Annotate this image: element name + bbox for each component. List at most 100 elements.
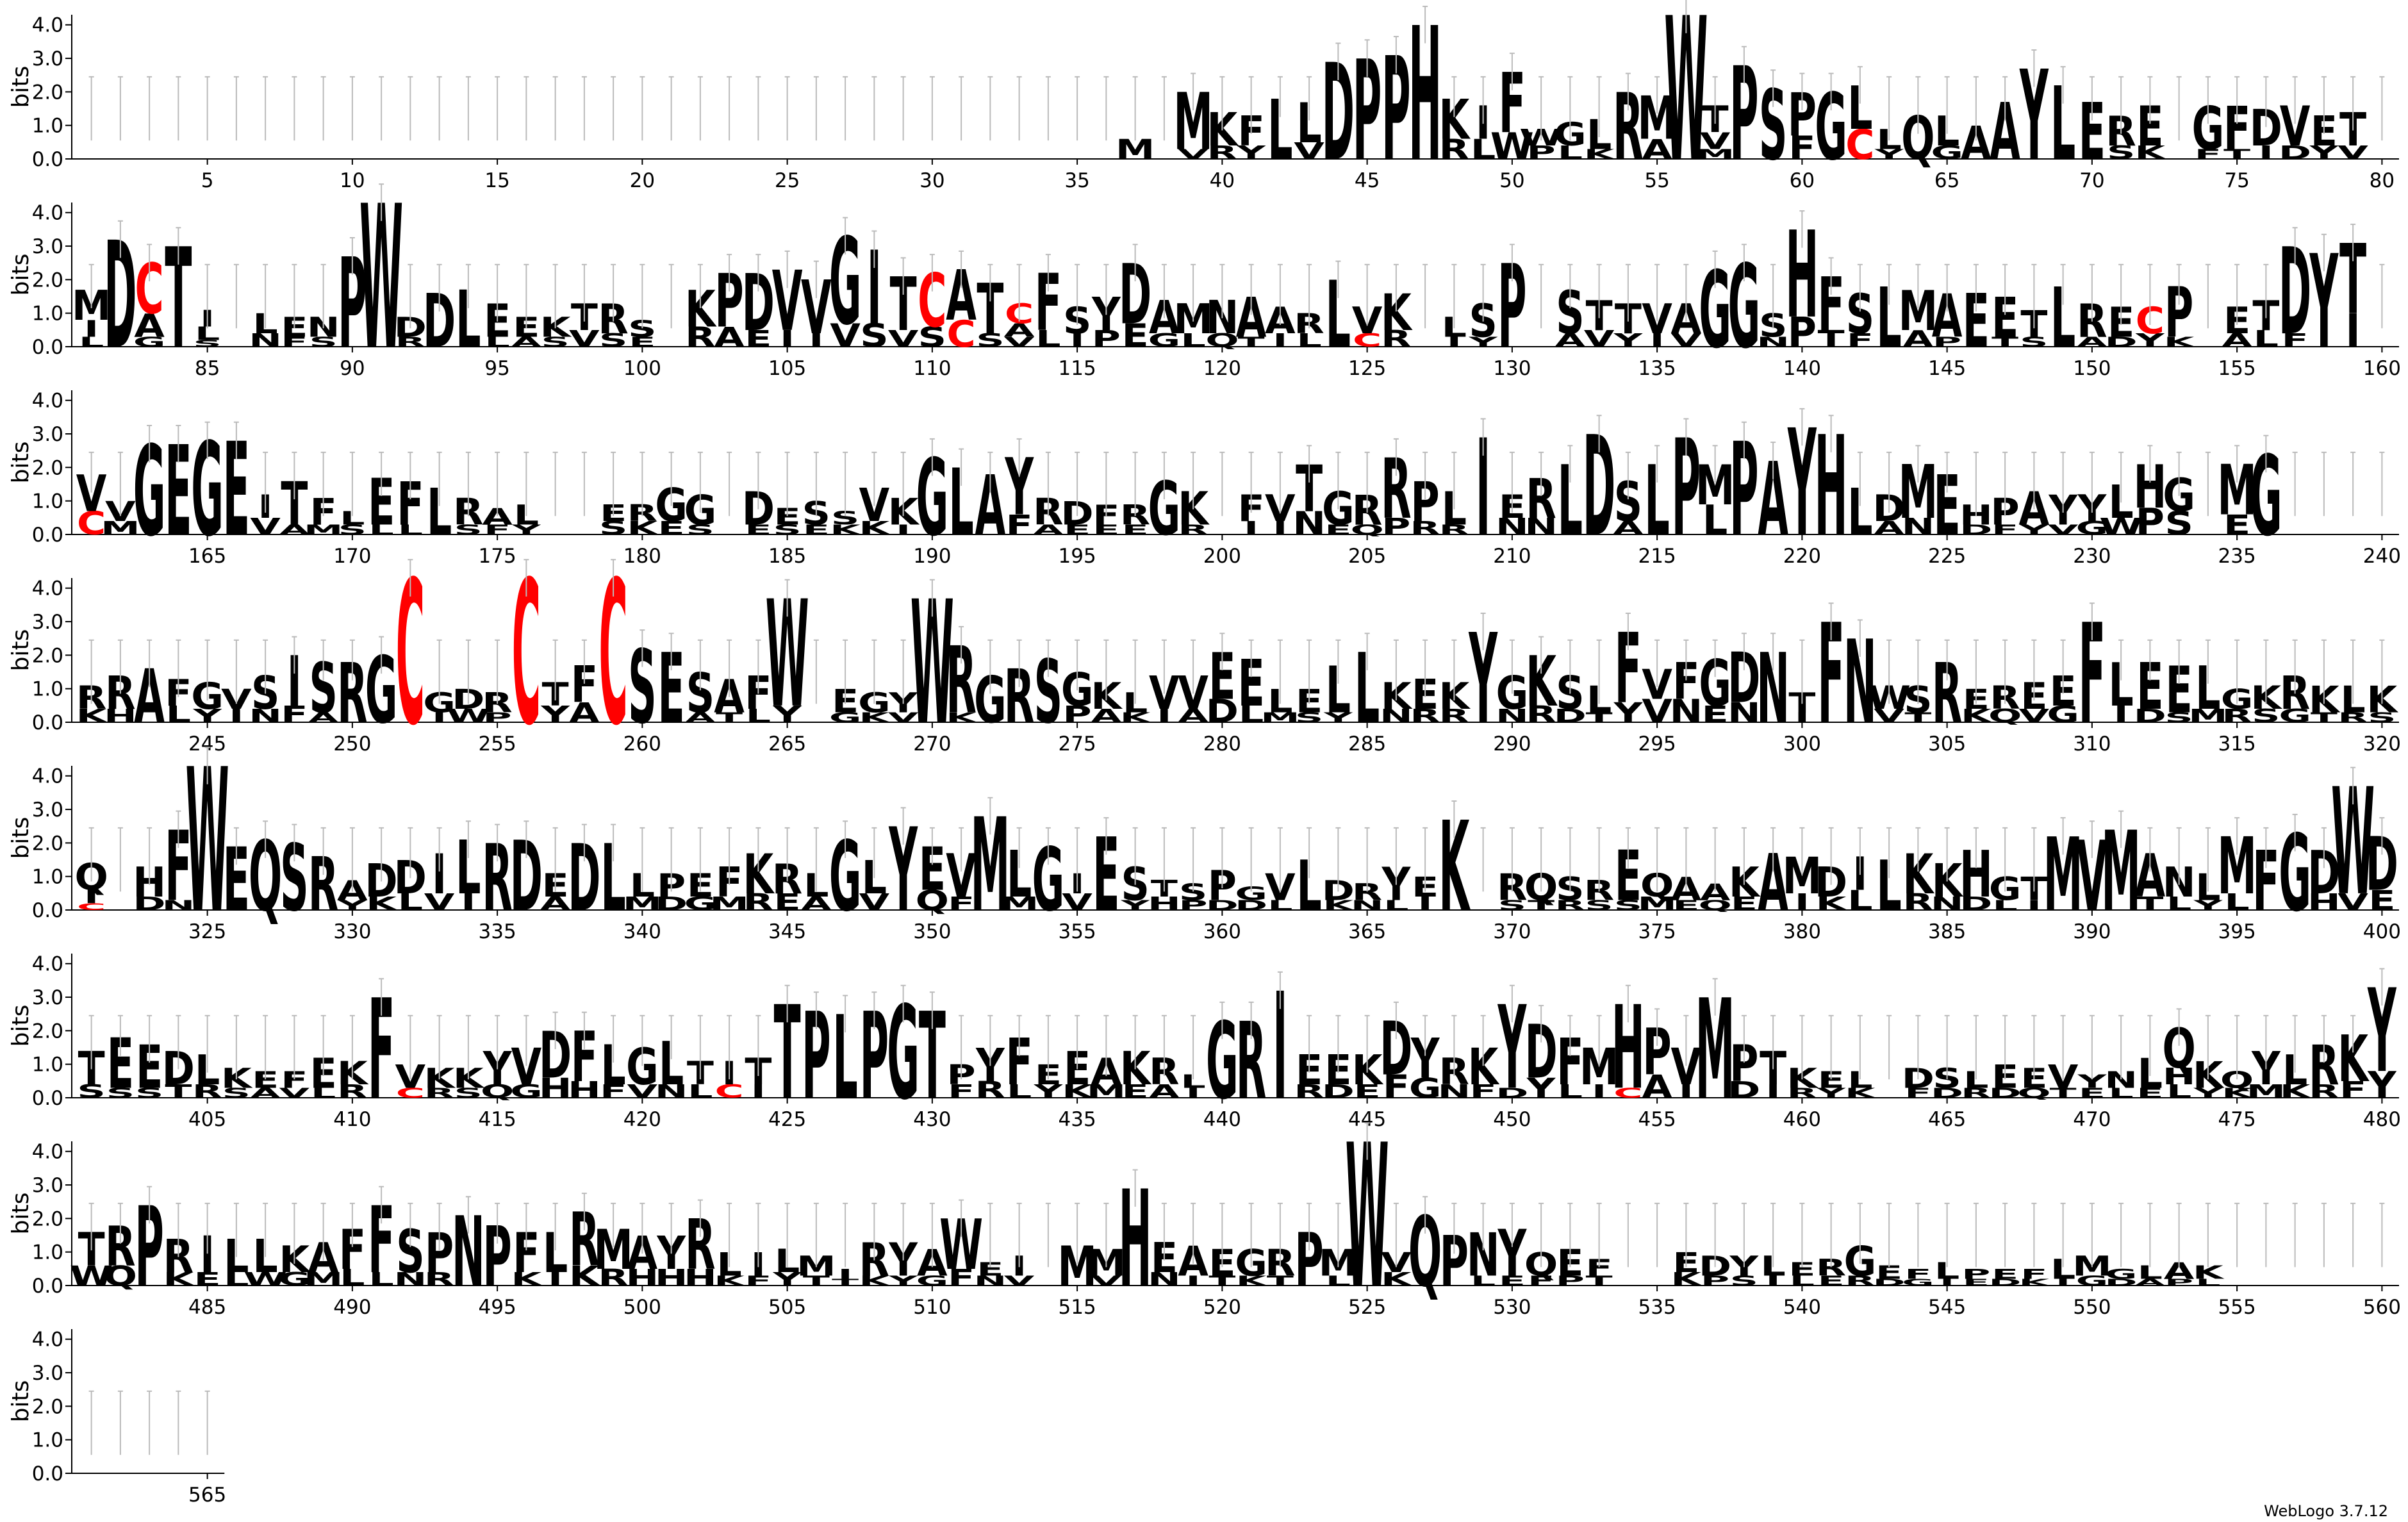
residue-letter: M (1695, 146, 1735, 162)
residue-letter: A (1613, 518, 1644, 539)
residue-letter: R (975, 1077, 1005, 1104)
residue-letter: Y (1468, 334, 1498, 350)
residue-letter: R (685, 321, 715, 353)
x-tick-label: 130 (1493, 357, 1531, 380)
residue-letter: S (454, 522, 482, 538)
residue-letter: V (2338, 889, 2368, 916)
residue-letter: L (1847, 884, 1872, 916)
y-tick-label: 3.0 (32, 423, 63, 446)
x-tick-label: 440 (1203, 1108, 1241, 1131)
x-tick-label: 230 (2073, 545, 2111, 568)
y-tick-label: 2.0 (32, 1395, 63, 1418)
residue-letter: I (84, 886, 99, 907)
residue-letter: H (568, 1077, 601, 1104)
y-tick-label: 4.0 (32, 1328, 63, 1352)
residue-letter: K (221, 1063, 253, 1095)
x-tick-label: 185 (768, 545, 806, 568)
x-tick-label: 555 (2218, 1296, 2256, 1319)
y-tick-label: 1.0 (32, 1241, 63, 1264)
residue-letter: P (1179, 897, 1208, 913)
residue-letter: L (746, 706, 771, 727)
residue-letter: S (599, 330, 627, 351)
residue-letter: Y (1613, 697, 1642, 729)
residue-letter: L (369, 522, 394, 538)
residue-letter: N (162, 897, 195, 913)
residue-letter: I (461, 889, 475, 916)
residue-letter: V (1874, 706, 1904, 727)
residue-letter: Y (1033, 1081, 1063, 1102)
y-tick-label: 4.0 (32, 953, 63, 976)
residue-letter: S (2107, 142, 2135, 163)
residue-letter: K (859, 518, 891, 539)
residue-letter: M (709, 893, 748, 914)
residue-letter: T (716, 709, 743, 725)
residue-letter: S (541, 334, 569, 350)
residue-letter: L (2224, 889, 2249, 916)
residue-letter: S (2368, 709, 2396, 725)
residue-letter: P (1092, 326, 1121, 352)
residue-letter: K (1062, 1081, 1094, 1102)
residue-letter: I (751, 1081, 766, 1102)
residue-letter: W (447, 706, 490, 727)
x-tick-label: 400 (2363, 920, 2401, 943)
residue-letter: Y (2135, 330, 2165, 351)
residue-letter: H (1148, 893, 1181, 914)
residue-letter: N (1524, 513, 1558, 540)
residue-letter: Y (1874, 146, 1904, 162)
residue-letter: P (1961, 1266, 1990, 1282)
residue-letter: M (101, 518, 140, 539)
x-tick-label: 220 (1783, 545, 1821, 568)
residue-letter: I (1070, 330, 1085, 351)
residue-letter: T (1992, 334, 2019, 350)
residue-letter: D (2279, 142, 2311, 163)
x-tick-label: 465 (1928, 1108, 1966, 1131)
residue-letter: L (1007, 1081, 1032, 1102)
residue-letter: S (338, 522, 367, 538)
residue-letter: T (2136, 893, 2163, 914)
residue-letter: K (859, 709, 892, 725)
residue-letter: E (1093, 522, 1119, 538)
residue-letter: A (1642, 133, 1672, 165)
residue-letter: K (2251, 680, 2283, 717)
x-tick-label: 365 (1348, 920, 1386, 943)
residue-letter: G (1931, 142, 1963, 163)
residue-letter: R (1439, 522, 1469, 538)
residue-letter: I (1273, 518, 1287, 539)
x-tick-label: 335 (479, 920, 516, 943)
x-tick-label: 515 (1059, 1296, 1096, 1319)
residue-letter: V (888, 326, 919, 352)
y-tick-label: 1.0 (32, 678, 63, 701)
residue-letter: K (2338, 1022, 2370, 1096)
residue-letter: K (1439, 795, 1471, 939)
residue-letter: E (2223, 509, 2250, 541)
residue-letter: S (309, 334, 337, 350)
residue-letter: C (1845, 120, 1874, 169)
residue-letter: K (1729, 858, 1761, 907)
residue-letter: L (1239, 701, 1264, 728)
y-tick-label: 3.0 (32, 1362, 63, 1385)
residue-letter: V (1062, 889, 1093, 916)
x-tick-label: 385 (1928, 920, 1966, 943)
residue-letter: E (745, 326, 771, 352)
residue-letter: K (1816, 893, 1848, 914)
residue-letter: F (948, 893, 975, 914)
residue-letter: P (2136, 501, 2165, 543)
residue-letter: T (1238, 334, 1266, 350)
residue-letter: L (398, 522, 423, 538)
residue-letter: T (1818, 326, 1845, 352)
residue-letter: P (1933, 334, 1961, 350)
x-tick-label: 550 (2073, 1296, 2111, 1319)
x-tick-label: 30 (919, 169, 944, 192)
residue-letter: G (1409, 1072, 1442, 1104)
residue-letter: M (1087, 1081, 1126, 1102)
residue-letter: L (485, 334, 510, 350)
residue-letter: F (948, 1081, 975, 1102)
residue-letter: M (304, 522, 343, 538)
y-tick-label: 3.0 (32, 798, 63, 822)
y-tick-label: 1.0 (32, 490, 63, 513)
x-tick-label: 360 (1203, 920, 1241, 943)
x-tick-label: 270 (913, 732, 951, 756)
x-tick-label: 255 (479, 732, 516, 756)
